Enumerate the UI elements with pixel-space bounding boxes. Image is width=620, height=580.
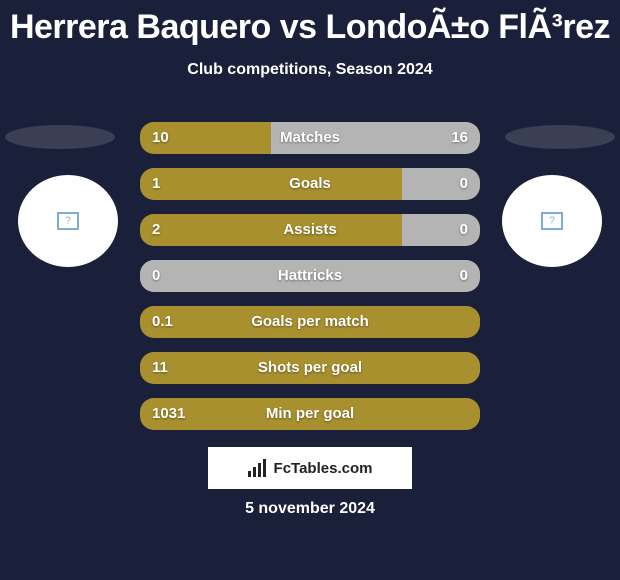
player-shadow-left <box>5 125 115 149</box>
subtitle: Club competitions, Season 2024 <box>0 61 620 79</box>
stat-bar: Matches10 16 <box>140 122 480 154</box>
stat-bar: Hattricks0 0 <box>140 260 480 292</box>
stat-bar: Goals1 0 <box>140 168 480 200</box>
logo-text: FcTables.com <box>274 460 373 477</box>
stat-bar-value-right: 16 <box>451 122 468 154</box>
stat-bar-label: Matches <box>140 122 480 154</box>
stat-bar-value-right: 0 <box>460 214 468 246</box>
stat-bar-value-right: 0 <box>460 168 468 200</box>
source-logo: FcTables.com <box>208 447 412 489</box>
stat-bar-value-left: 0 <box>152 260 160 292</box>
player-avatar-right <box>502 175 602 267</box>
stat-bar-label: Goals <box>140 168 480 200</box>
stat-bar-value-left: 0.1 <box>152 306 173 338</box>
player-avatar-left <box>18 175 118 267</box>
stat-bar-label: Shots per goal <box>140 352 480 384</box>
stats-bars: Matches1016Goals10Assists20Hattricks00Go… <box>140 122 480 444</box>
stat-bar: Min per goal1031 <box>140 398 480 430</box>
stat-bar-value-right: 0 <box>460 260 468 292</box>
stat-bar-label: Hattricks <box>140 260 480 292</box>
stat-bar-value-left: 2 <box>152 214 160 246</box>
stat-bar: Assists2 0 <box>140 214 480 246</box>
logo-bars-icon <box>248 459 268 477</box>
stat-bar-label: Assists <box>140 214 480 246</box>
player-shadow-right <box>505 125 615 149</box>
stat-bar-value-left: 1031 <box>152 398 185 430</box>
avatar-placeholder-icon <box>57 212 79 230</box>
stat-bar: Goals per match0.1 <box>140 306 480 338</box>
stat-bar-label: Goals per match <box>140 306 480 338</box>
stat-bar: Shots per goal11 <box>140 352 480 384</box>
stat-bar-value-left: 1 <box>152 168 160 200</box>
stat-bar-value-left: 11 <box>152 352 168 384</box>
avatar-placeholder-icon <box>541 212 563 230</box>
stat-bar-label: Min per goal <box>140 398 480 430</box>
stat-bar-value-left: 10 <box>152 122 169 154</box>
date-text: 5 november 2024 <box>0 500 620 518</box>
page-title: Herrera Baquero vs LondoÃ±o FlÃ³rez <box>0 0 620 47</box>
